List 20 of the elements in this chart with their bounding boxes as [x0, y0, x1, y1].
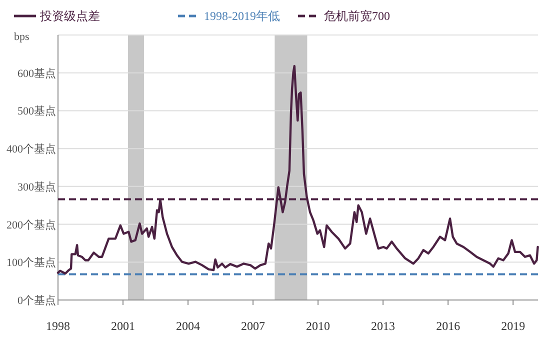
y-tick-label: 200个基点 [6, 218, 56, 232]
legend-label: 危机前宽700 [324, 9, 390, 23]
x-tick-label: 2004 [176, 319, 200, 333]
legend-label: 投资级点差 [39, 9, 100, 23]
y-tick-label: 300基点 [18, 180, 56, 194]
x-tick-label: 2007 [241, 319, 266, 333]
x-tick-label: 2019 [501, 319, 526, 333]
x-tick-label: 2013 [371, 319, 396, 333]
y-axis-title: bps [14, 31, 30, 43]
y-tick-label: 500基点 [18, 104, 56, 118]
y-tick-label: 600基点 [18, 66, 56, 80]
line-series [56, 64, 539, 275]
y-tick-label: 100个基点 [6, 256, 56, 270]
x-tick-label: 1998 [46, 319, 70, 333]
y-tick-label: 0个基点 [18, 294, 56, 307]
legend-label: 1998-2019年低 [204, 9, 280, 23]
x-tick-label: 2016 [436, 319, 460, 333]
x-tick-label: 2001 [111, 319, 136, 333]
x-tick-label: 2010 [306, 319, 330, 333]
y-tick-label: 400个基点 [6, 142, 56, 156]
